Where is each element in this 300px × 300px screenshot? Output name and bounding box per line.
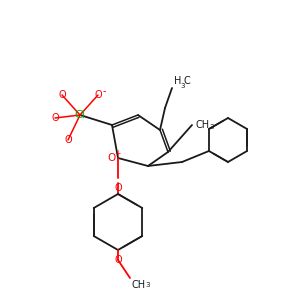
Text: H: H	[174, 76, 182, 86]
Text: 3: 3	[209, 124, 214, 130]
Text: -: -	[102, 86, 106, 96]
Text: O: O	[114, 255, 122, 265]
Text: O: O	[114, 183, 122, 193]
Text: C: C	[184, 76, 191, 86]
Text: Cl: Cl	[75, 110, 86, 120]
Text: CH: CH	[196, 120, 210, 130]
Text: CH: CH	[132, 280, 146, 290]
Text: 3: 3	[180, 83, 184, 89]
Text: 3: 3	[145, 282, 149, 288]
Text: O: O	[58, 90, 66, 100]
Text: O: O	[94, 90, 102, 100]
Text: O: O	[64, 135, 72, 145]
Text: +: +	[114, 148, 120, 158]
Text: O: O	[51, 113, 59, 123]
Text: O: O	[107, 153, 115, 163]
